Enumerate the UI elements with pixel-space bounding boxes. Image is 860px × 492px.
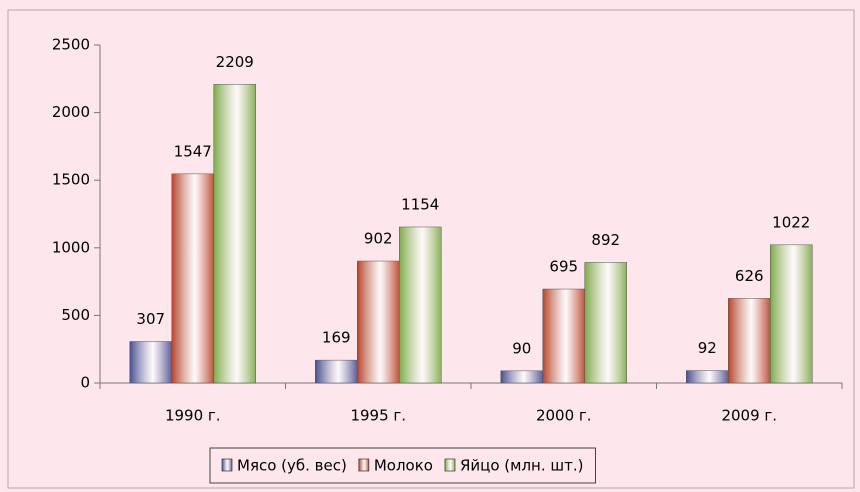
y-tick-label: 2500 xyxy=(52,36,90,54)
bar xyxy=(315,359,358,384)
value-label: 626 xyxy=(735,267,764,285)
bar xyxy=(728,298,771,384)
bar xyxy=(770,244,813,384)
value-label: 169 xyxy=(322,329,351,347)
y-tick-label: 1500 xyxy=(52,171,90,189)
bar xyxy=(686,370,729,384)
bar xyxy=(584,262,627,384)
value-label: 695 xyxy=(549,258,578,276)
y-tick-label: 500 xyxy=(61,306,90,324)
legend-marker xyxy=(444,458,456,472)
y-tick-label: 2000 xyxy=(52,103,90,121)
value-label: 2209 xyxy=(216,53,254,71)
value-label: 92 xyxy=(698,339,717,357)
y-tick-label: 0 xyxy=(80,374,90,392)
legend-label: Молоко xyxy=(374,457,433,475)
bar xyxy=(171,173,214,384)
value-label: 892 xyxy=(591,231,620,249)
x-tick-label: 2000 г. xyxy=(536,407,592,425)
value-label: 90 xyxy=(512,339,531,357)
value-label: 1154 xyxy=(401,195,439,213)
legend-box xyxy=(209,447,596,484)
bar xyxy=(213,84,256,384)
value-label: 1547 xyxy=(174,142,212,160)
legend-marker xyxy=(221,458,233,472)
value-label: 902 xyxy=(364,230,393,248)
value-label: 1022 xyxy=(772,213,810,231)
bar xyxy=(542,288,585,384)
x-tick-label: 1990 г. xyxy=(165,407,221,425)
bar xyxy=(399,226,442,384)
bar xyxy=(129,341,172,384)
legend-label: Яйцо (млн. шт.) xyxy=(460,457,584,475)
x-tick-label: 1995 г. xyxy=(350,407,406,425)
value-label: 307 xyxy=(136,310,165,328)
bar xyxy=(500,370,543,384)
y-tick-label: 1000 xyxy=(52,238,90,256)
legend-label: Мясо (уб. вес) xyxy=(237,457,347,475)
legend: Мясо (уб. вес) Молоко Яйцо (млн. шт.) xyxy=(209,447,596,484)
bar xyxy=(357,260,400,384)
x-tick-label: 2009 г. xyxy=(721,407,777,425)
legend-marker xyxy=(358,458,370,472)
